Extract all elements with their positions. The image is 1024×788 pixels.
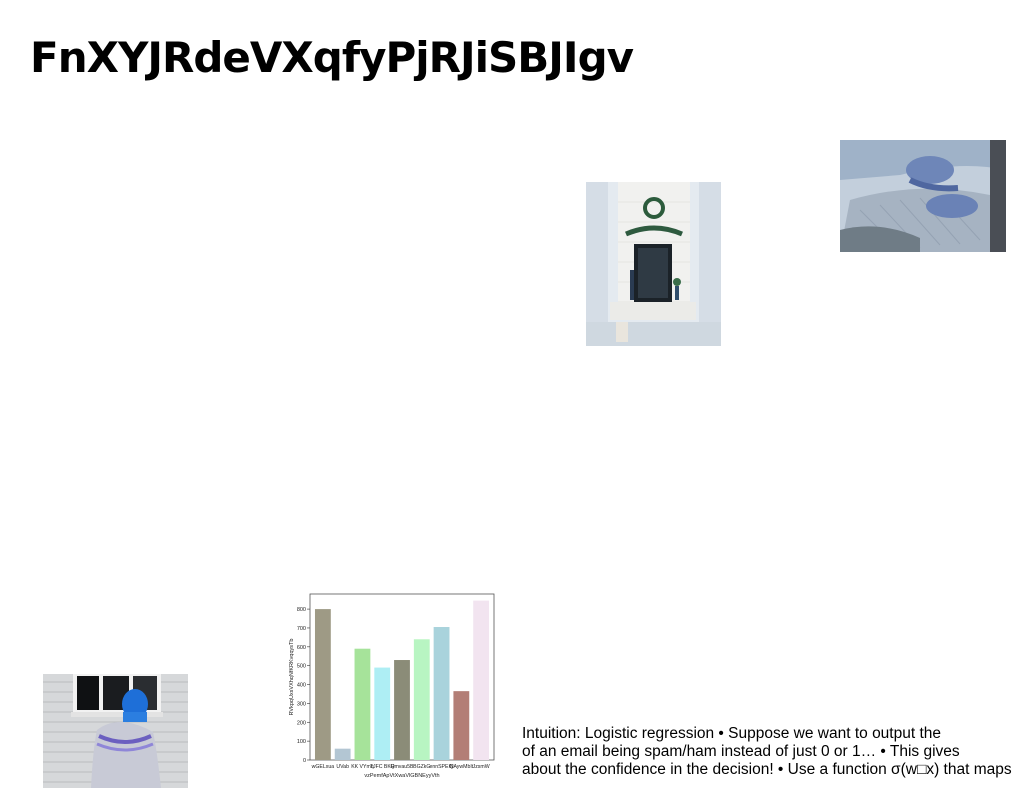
text-line: of an email being spam/ham instead of ju… <box>522 743 960 760</box>
fireplace-photo <box>586 182 721 346</box>
bullet-text: Intuition: Logistic regression • Suppose… <box>522 725 1024 779</box>
x-tick-label: wGELxua <box>312 764 335 770</box>
x-tick-label: TJFC BKR <box>370 764 395 770</box>
bar <box>473 600 490 760</box>
x-tick-label: ennSPEIN <box>429 764 453 770</box>
bar <box>374 667 391 760</box>
y-tick-label: 0 <box>303 758 306 764</box>
y-tick-label: 100 <box>297 739 306 745</box>
bar <box>314 609 331 760</box>
bar-chart-svg: 0 100 200 300 400 500 600 700 800 wGELxua UVab KK V… <box>289 593 495 779</box>
x-tick-label: BGZkG <box>413 764 430 770</box>
y-tick-label: 600 <box>297 645 306 651</box>
x-tick-label: KK VYmq <box>351 764 374 770</box>
bar-chart: 0 100 200 300 400 500 600 700 800 wGELxua UVab KK V… <box>288 592 498 782</box>
bar <box>453 691 470 760</box>
y-tick-label: 400 <box>297 683 306 689</box>
y-tick-label: 700 <box>297 626 306 632</box>
x-tick-label: Qmvau5B <box>390 764 414 770</box>
bar <box>354 648 371 760</box>
x-tick-label: QAywMbIt <box>449 764 473 770</box>
x-axis-label: vzPemfApVtXwaVlGBNEyyVth <box>364 773 439 779</box>
hands-photo <box>840 140 1006 252</box>
x-tick-label: JzsmW <box>473 764 490 770</box>
bar <box>394 660 410 760</box>
page-title: FnXYJRdeVXqfyPjRJiSBJIgv <box>30 33 634 82</box>
bar <box>334 748 351 760</box>
y-axis-label: RVkpqUxsVXhqNfKRKvqqysTb <box>289 639 295 716</box>
bar <box>433 627 450 760</box>
x-tick-label: UVab <box>336 764 349 770</box>
y-tick-label: 500 <box>297 664 306 670</box>
text-line: Intuition: Logistic regression • Suppose… <box>522 725 942 742</box>
y-tick-label: 800 <box>297 607 306 613</box>
bar <box>413 639 430 760</box>
text-line: about the confidence in the decision! • … <box>522 761 1012 778</box>
y-tick-label: 300 <box>297 701 306 707</box>
child-at-window-photo <box>43 674 188 788</box>
y-tick-label: 200 <box>297 720 306 726</box>
